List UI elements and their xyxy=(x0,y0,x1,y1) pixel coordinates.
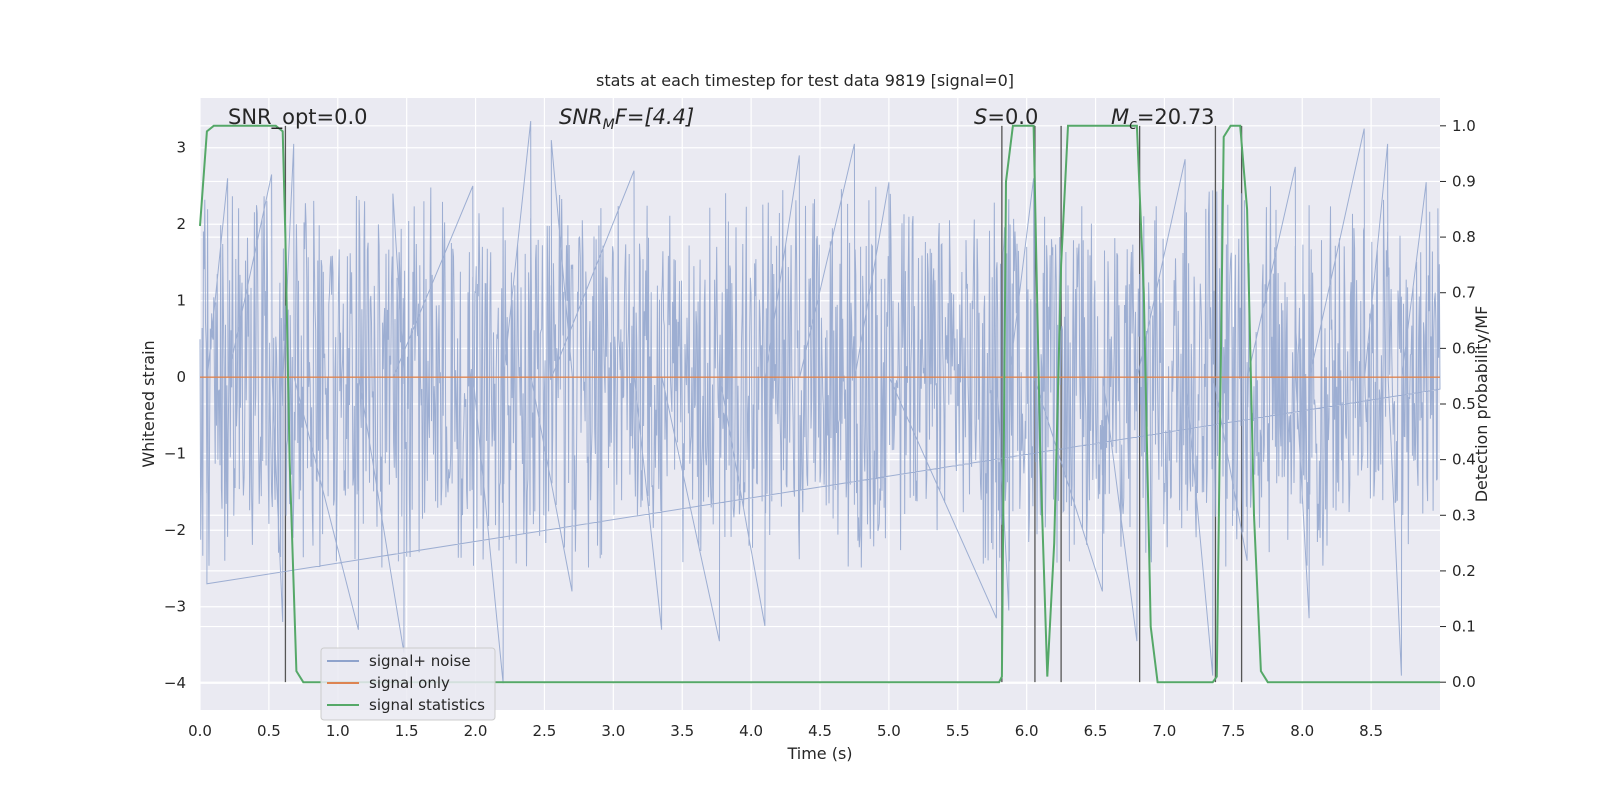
y-right-tick-label: 0.2 xyxy=(1452,562,1476,580)
annotation-s-symbol: S xyxy=(974,105,987,129)
x-tick-label: 2.5 xyxy=(533,722,557,740)
x-tick-label: 7.0 xyxy=(1153,722,1177,740)
signal-noise-trace xyxy=(199,120,1441,684)
y-left-tick-label: −3 xyxy=(164,598,186,616)
annotation-snr-opt: SNR_opt=0.0 xyxy=(228,105,368,130)
x-tick-label: 5.0 xyxy=(877,722,901,740)
signal-statistics-line xyxy=(199,124,1440,684)
x-tick-label: 3.0 xyxy=(601,722,625,740)
x-tick-label: 6.0 xyxy=(1015,722,1039,740)
series-signal-statistics xyxy=(199,124,1440,684)
annotation-mc-subscript: c xyxy=(1129,117,1137,133)
x-tick-label: 8.5 xyxy=(1359,722,1383,740)
annotation-mc: Mc=20.73 xyxy=(1111,105,1215,133)
chart-title: stats at each timestep for test data 981… xyxy=(596,71,1014,90)
legend-label-signal-only: signal only xyxy=(369,674,450,692)
x-axis-label: Time (s) xyxy=(786,744,852,763)
y-left-tick-labels: 3 2 1 0 −1 −2 −3 −4 xyxy=(164,139,186,692)
annotation-mc-symbol: M xyxy=(1111,105,1129,129)
y-axis-label-right: Detection probability/MF xyxy=(1472,306,1491,503)
legend-box xyxy=(320,647,496,721)
y-left-tick-label: −2 xyxy=(164,521,186,539)
annotation-snr-mf-symbol: SNR xyxy=(559,105,603,129)
y-right-tick-label: 0.4 xyxy=(1452,451,1476,469)
y-right-tick-label: 0.0 xyxy=(1452,673,1476,691)
y-right-tick-label: 0.8 xyxy=(1452,228,1476,246)
x-tick-label: 7.5 xyxy=(1221,722,1245,740)
y-left-tick-label: −1 xyxy=(164,445,186,463)
x-tick-label: 1.0 xyxy=(326,722,350,740)
x-tick-label: 6.5 xyxy=(1084,722,1108,740)
x-tick-label: 4.0 xyxy=(739,722,763,740)
y-right-tick-label: 0.7 xyxy=(1452,284,1476,302)
annotation-s: S=0.0 xyxy=(974,105,1038,129)
y-right-tick-label: 0.9 xyxy=(1452,172,1476,190)
y-right-tick-label: 0.5 xyxy=(1452,395,1476,413)
legend-label-signal-noise: signal+ noise xyxy=(369,652,471,670)
y-right-tick-label: 0.3 xyxy=(1452,506,1476,524)
annotation-s-tail: =0.0 xyxy=(987,105,1038,129)
x-tick-labels: 0.0 0.5 1.0 1.5 2.0 2.5 3.0 3.5 4.0 4.5 5.0 5.5 6.0 6… xyxy=(188,722,1383,740)
y-left-tick-label: −4 xyxy=(164,674,186,692)
y-right-tick-label: 0.1 xyxy=(1452,618,1476,636)
y-left-tick-label: 2 xyxy=(176,215,186,233)
legend-label-signal-statistics: signal statistics xyxy=(369,696,485,714)
legend: signal+ noise signal only signal statist… xyxy=(320,647,496,721)
x-tick-label: 1.5 xyxy=(395,722,419,740)
y-right-tick-label: 1.0 xyxy=(1452,117,1476,135)
x-tick-label: 8.0 xyxy=(1290,722,1314,740)
x-tick-label: 5.5 xyxy=(946,722,970,740)
series-signal-noise xyxy=(199,120,1441,684)
annotation-mc-tail: =20.73 xyxy=(1137,105,1215,129)
x-tick-label: 0.5 xyxy=(257,722,281,740)
annotation-snr-mf-tail: F=[4.4] xyxy=(615,105,694,129)
y-left-tick-label: 0 xyxy=(176,368,186,386)
x-tick-label: 0.0 xyxy=(188,722,212,740)
y-right-tick-labels: 1.0 0.9 0.8 0.7 0.6 0.5 0.4 0.3 0.2 0.1 0.0 xyxy=(1440,117,1476,691)
x-tick-label: 2.0 xyxy=(464,722,488,740)
y-left-tick-label: 3 xyxy=(176,139,186,157)
annotation-snr-mf: SNRMF=[4.4] xyxy=(559,105,694,133)
annotation-snr-mf-subscript: M xyxy=(603,117,615,133)
y-axis-label-left: Whitened strain xyxy=(139,340,158,467)
x-tick-label: 3.5 xyxy=(670,722,694,740)
x-tick-label: 4.5 xyxy=(808,722,832,740)
y-left-tick-label: 1 xyxy=(176,292,186,310)
y-right-tick-label: 0.6 xyxy=(1452,339,1476,357)
